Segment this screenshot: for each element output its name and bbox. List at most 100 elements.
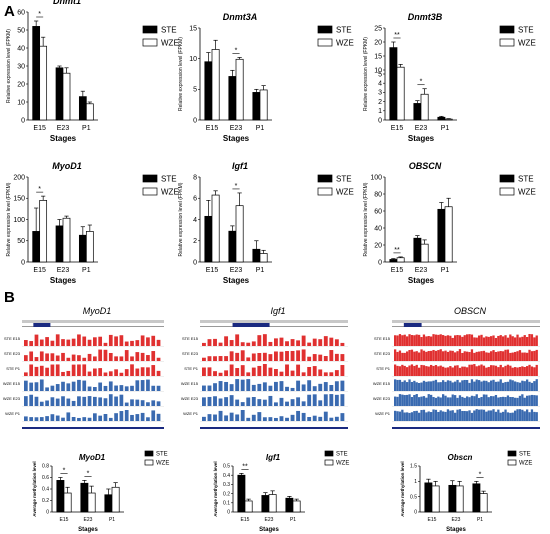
coverage-bar <box>301 412 306 421</box>
coverage-bar <box>406 412 409 421</box>
coverage-bar <box>458 367 462 376</box>
coverage-bar <box>475 337 478 346</box>
x-tick-label: P1 <box>82 267 91 274</box>
coverage-bar <box>274 351 278 361</box>
coverage-bar <box>279 337 284 346</box>
legend-label: WZE <box>336 461 349 467</box>
coverage-bar <box>93 368 97 376</box>
coverage-bar <box>494 411 498 421</box>
legend-swatch-ste <box>507 450 517 457</box>
coverage-bar <box>87 339 92 346</box>
bar-wze <box>396 257 405 263</box>
coverage-bar <box>434 379 438 391</box>
coverage-bar <box>535 335 538 346</box>
coverage-bar <box>518 350 522 361</box>
coverage-bar <box>24 416 28 421</box>
coverage-bar <box>439 334 442 346</box>
coverage-bar <box>437 382 440 391</box>
coverage-bar <box>135 414 140 421</box>
coverage-bar <box>492 365 495 376</box>
coverage-bar <box>468 397 471 406</box>
coverage-bar <box>509 365 512 376</box>
coverage-bar <box>499 335 502 346</box>
y-tick-label: 15 <box>189 25 197 32</box>
legend-label: WZE <box>518 39 536 48</box>
coverage-bar <box>98 382 103 391</box>
coverage-bar <box>61 381 65 391</box>
legend-swatch-wze <box>317 187 333 196</box>
coverage-bar <box>151 385 156 391</box>
coverage-bar <box>93 356 97 361</box>
coverage-bar <box>114 336 118 346</box>
coverage-bar <box>146 367 150 376</box>
y-tick-label: 2 <box>378 99 382 106</box>
coverage-bar <box>485 336 488 346</box>
coverage-bar <box>449 366 452 376</box>
y-axis-label: Relative expression level (FPKM) <box>178 37 184 111</box>
coverage-bar <box>514 367 517 376</box>
coverage-bar <box>296 410 301 421</box>
coverage-bar <box>439 397 442 406</box>
coverage-bar <box>451 394 454 406</box>
coverage-bar <box>482 350 486 361</box>
x-tick-label: E23 <box>84 517 93 523</box>
coverage-bar <box>207 339 212 346</box>
coverage-bar <box>146 402 150 406</box>
coverage-bar <box>329 394 334 406</box>
coverage-bar <box>466 351 469 361</box>
coverage-bar <box>420 349 423 361</box>
coverage-bar <box>34 357 39 361</box>
coverage-bar <box>229 340 234 346</box>
y-tick-label: 20 <box>374 39 382 46</box>
coverage-bar <box>262 334 267 346</box>
x-tick-label: P1 <box>256 125 265 132</box>
y-tick-label: 1 <box>378 108 382 115</box>
coverage-bar <box>475 394 478 406</box>
coverage-bar <box>66 398 71 406</box>
coverage-bar <box>492 409 495 421</box>
coverage-bar <box>470 379 474 391</box>
coverage-bar <box>506 412 510 421</box>
coverage-bar <box>114 385 118 391</box>
coverage-bar <box>506 364 510 376</box>
coverage-bar <box>55 384 60 391</box>
coverage-bar <box>446 351 450 361</box>
coverage-bar <box>103 414 108 421</box>
legend-label: STE <box>336 26 352 35</box>
coverage-bar <box>432 365 435 376</box>
coverage-bar <box>268 395 273 406</box>
y-tick-label: 15 <box>374 53 382 60</box>
coverage-bar <box>504 382 507 391</box>
bar-wze <box>85 231 94 263</box>
significance-marker: * <box>235 47 238 54</box>
coverage-bar <box>77 417 81 421</box>
coverage-bar <box>45 353 49 361</box>
coverage-bar <box>124 350 129 361</box>
y-tick-label: 20 <box>374 242 382 249</box>
coverage-bar <box>98 349 103 361</box>
coverage-bar <box>499 412 502 421</box>
coverage-bar <box>422 396 426 406</box>
coverage-bar <box>451 350 454 361</box>
significance-marker: * <box>38 11 41 18</box>
coverage-bar <box>516 367 519 376</box>
legend-swatch-ste <box>324 450 334 457</box>
coverage-bar <box>156 401 161 406</box>
coordinate-strip <box>392 326 540 327</box>
coverage-bar <box>485 380 488 391</box>
coverage-bar <box>523 411 526 421</box>
bar-ste <box>424 482 433 513</box>
legend-swatch-ste <box>317 25 333 34</box>
coverage-bar <box>82 357 87 361</box>
coverage-bar <box>422 334 426 346</box>
coverage-bar <box>396 351 399 361</box>
coverage-bar <box>451 337 454 346</box>
coverage-bar <box>213 338 217 346</box>
coverage-bar <box>430 394 433 406</box>
coverage-bar <box>246 342 251 346</box>
coverage-bar <box>218 356 223 361</box>
coverage-bar <box>87 386 92 391</box>
coverage-bar <box>425 366 428 376</box>
chart-title: Obscn <box>448 453 473 462</box>
coverage-bar <box>240 365 245 376</box>
